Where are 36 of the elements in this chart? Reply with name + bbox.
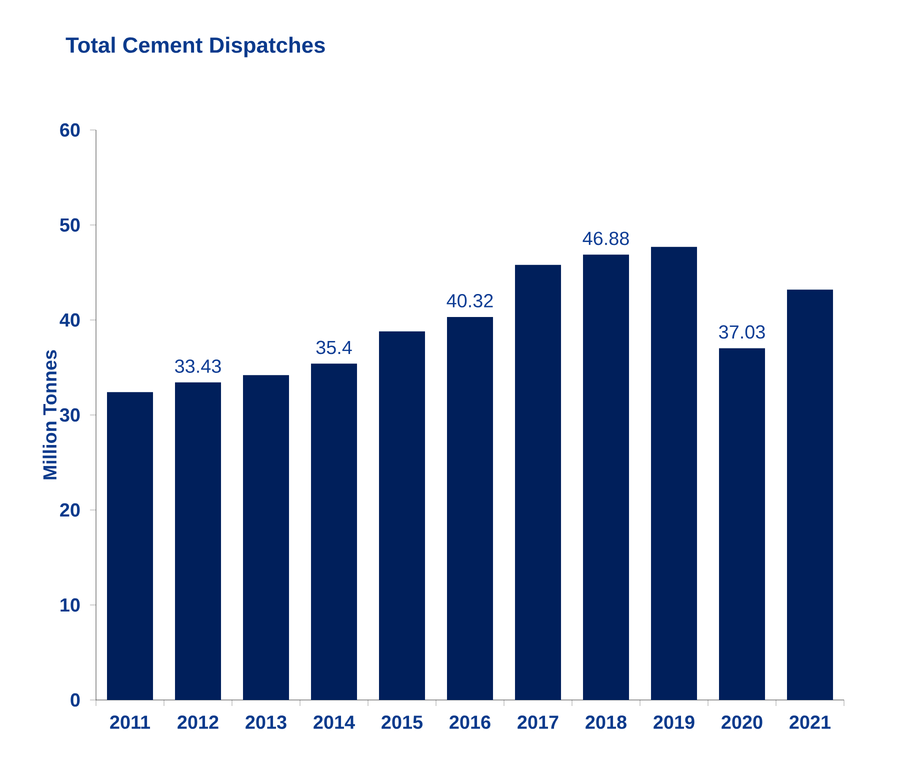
x-tick-label: 2015 xyxy=(382,716,423,729)
bar xyxy=(379,331,426,700)
bar xyxy=(787,290,834,700)
x-tick-label: 2014 xyxy=(314,716,355,729)
data-label: 33.43 xyxy=(175,359,221,373)
x-tick-label: 2013 xyxy=(246,716,286,729)
y-tick-label: 20 xyxy=(60,503,80,517)
y-tick-label: 50 xyxy=(60,218,80,232)
data-label: 46.88 xyxy=(582,232,629,246)
y-tick-label: 60 xyxy=(60,123,80,137)
x-tick-label: 2020 xyxy=(722,716,762,729)
y-tick-label: 0 xyxy=(70,693,80,707)
y-tick-label: 10 xyxy=(60,598,80,612)
y-axis-title: Million Tonnes xyxy=(42,350,57,480)
x-tick-label: 2018 xyxy=(586,716,626,729)
x-tick-label: 2021 xyxy=(790,716,831,729)
bar xyxy=(447,316,494,700)
x-tick-label: 2016 xyxy=(450,716,490,729)
x-tick-label: 2017 xyxy=(518,716,558,729)
bar xyxy=(107,392,154,700)
x-tick-label: 2012 xyxy=(178,716,218,729)
x-tick-label: 2019 xyxy=(654,716,694,729)
bar xyxy=(243,375,290,700)
data-label: 40.32 xyxy=(446,294,493,308)
bar xyxy=(311,364,358,700)
y-tick-label: 30 xyxy=(60,408,80,422)
data-label: 35.4 xyxy=(316,340,352,354)
bar xyxy=(651,246,698,700)
bar xyxy=(515,264,562,700)
bar xyxy=(175,382,222,700)
chart-title: Total Cement Dispatches xyxy=(66,36,325,58)
x-tick-label: 2011 xyxy=(110,716,150,729)
y-tick-label: 40 xyxy=(60,313,80,327)
data-label: 37.03 xyxy=(719,325,765,339)
bar xyxy=(719,348,766,700)
bar xyxy=(583,254,630,700)
